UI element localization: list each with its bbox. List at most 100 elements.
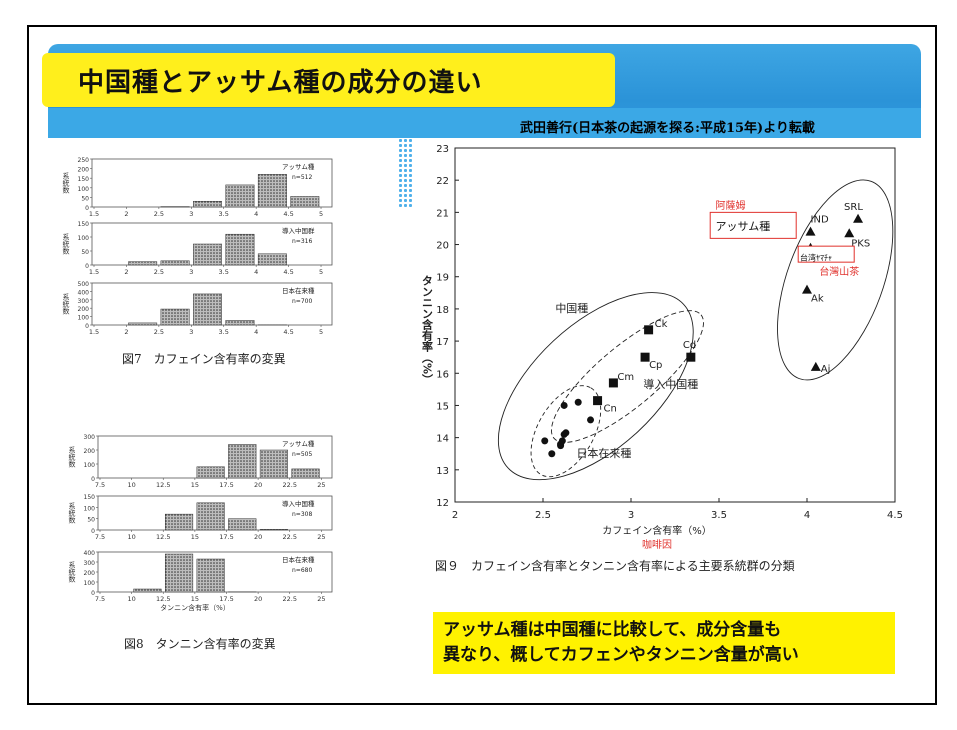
hist-n: n=700	[292, 298, 312, 305]
y-tick-label: 17	[436, 337, 449, 348]
hist-n: n=505	[292, 451, 312, 458]
hist-x-tick: 15	[191, 595, 199, 603]
hist-bar	[228, 444, 257, 479]
point-label: Cd	[683, 340, 696, 351]
hist-y-tick: 100	[78, 186, 90, 193]
hist-bar	[225, 320, 255, 326]
hist-y-tick: 150	[78, 221, 90, 228]
slide-title: 中国種とアッサム種の成分の違い	[78, 67, 483, 98]
hist-bar	[291, 468, 320, 479]
y-tick-label: 19	[436, 273, 449, 284]
hist-bar	[196, 466, 225, 479]
ellipse-introduced-group	[551, 310, 704, 443]
hist-bar	[193, 243, 222, 266]
annotation-taiwan-cn: 台灣山茶	[819, 265, 859, 278]
point-label: Ck	[655, 319, 668, 330]
hist-x-tick: 3.5	[219, 210, 229, 218]
hist-x-tick: 7.5	[95, 595, 105, 603]
hist-x-tick: 2	[124, 210, 128, 218]
hist-bar	[225, 184, 255, 208]
hist-x-tick: 17.5	[219, 533, 233, 541]
hist-group-name: 導入中国種	[282, 499, 315, 508]
hist-x-tick: 25	[317, 481, 325, 489]
y-tick-label: 20	[436, 241, 449, 252]
hist-x-tick: 10	[127, 533, 135, 541]
x-tick-label: 3.5	[711, 510, 727, 521]
hist-y-tick: 200	[78, 306, 90, 313]
hist-bar	[257, 174, 287, 208]
marker-japan-native	[548, 450, 556, 458]
marker-japan-native	[562, 429, 570, 437]
y-tick-label: 14	[436, 434, 449, 445]
hist-bar	[160, 260, 190, 266]
hist-y-tick: 500	[78, 281, 90, 288]
hist-x-tick: 3	[189, 328, 193, 336]
hist-x-tick: 3.5	[219, 328, 229, 336]
y-axis-label: タンニン含有率（%）	[421, 275, 435, 385]
hist-bar	[259, 449, 288, 479]
hist-y-tick: 300	[84, 560, 96, 567]
hist-n: n=512	[292, 174, 312, 181]
hist-x-tick: 1.5	[89, 268, 99, 276]
hist-bar	[133, 588, 162, 593]
y-axis-annotation: 茶多酚	[417, 275, 418, 309]
hist-y-tick: 0	[85, 323, 89, 330]
hist-y-tick: 100	[84, 462, 96, 469]
hist-group-name: アッサム種	[282, 163, 315, 171]
point-label: PKS	[851, 238, 870, 249]
hist-x-label: タンニン含有率（%）	[160, 603, 230, 612]
hist-y-tick: 200	[84, 448, 96, 455]
x-tick-label: 4.5	[887, 510, 903, 521]
hist-x-tick: 12.5	[156, 481, 170, 489]
hist-x-tick: 5	[319, 268, 323, 276]
hist-y-tick: 300	[84, 434, 96, 441]
hist-n: n=308	[292, 511, 312, 518]
hist-x-tick: 17.5	[219, 595, 233, 603]
hist-bar	[225, 233, 255, 266]
hist-x-tick: 5	[319, 328, 323, 336]
hist-y-tick: 0	[85, 263, 89, 270]
marker-assam	[844, 228, 855, 238]
summary-callout: アッサム種は中国種に比較して、成分含量も 異なり、概してカフェンやタンニン含量が…	[433, 612, 895, 674]
hist-x-tick: 5	[319, 210, 323, 218]
y-tick-label: 18	[436, 305, 449, 316]
figure-9-svg: 12 13 14 15 16 17 18 19 20 21 22 23 2 2.5 3 3.5 4 4.5 カフェイ…	[405, 144, 903, 573]
group-label-introduced: 導入中国種	[643, 377, 698, 391]
title-box: 中国種とアッサム種の成分の違い	[42, 53, 615, 107]
hist-y-tick: 100	[78, 235, 90, 242]
hist-bar	[259, 529, 288, 531]
hist-x-tick: 4	[254, 268, 258, 276]
annotation-assam-cn: 阿薩姆	[715, 199, 745, 212]
marker-assam	[805, 226, 816, 236]
y-tick-label: 16	[436, 369, 449, 380]
hist-bar	[290, 196, 320, 208]
hist-x-tick: 10	[127, 481, 135, 489]
annotation-assam-box	[709, 211, 797, 239]
hist-x-tick: 3	[189, 268, 193, 276]
header-band-lower	[48, 108, 921, 138]
hist-bar	[164, 513, 194, 531]
callout-line-2: 異なり、概してカフェンやタンニン含量が高い	[443, 645, 799, 665]
hist-x-tick: 20	[254, 481, 262, 489]
point-label: Cn	[604, 404, 617, 415]
hist-y-tick: 100	[84, 505, 96, 512]
hist-y-tick: 400	[78, 289, 90, 296]
hist-x-tick: 4.5	[283, 210, 293, 218]
marker-japan-native	[558, 437, 566, 445]
callout-line-1: アッサム種は中国種に比較して、成分含量も	[443, 620, 782, 640]
annotation-taiwan-label: 台湾ﾔﾏﾁｬ	[800, 253, 832, 263]
hist-x-tick: 2.5	[154, 210, 164, 218]
source-credit: 武田善行(日本茶の起源を探る:平成15年)より転載	[520, 121, 815, 136]
y-tick-label: 13	[436, 466, 449, 477]
group-label-china: 中国種	[555, 301, 588, 315]
marker-china	[644, 325, 654, 335]
hist-x-tick: 15	[191, 533, 199, 541]
hist-bar	[193, 200, 222, 208]
point-label: IND	[811, 215, 829, 226]
hist-y-tick: 400	[84, 550, 96, 557]
y-tick-label: 15	[436, 401, 449, 412]
point-label: Cm	[617, 372, 634, 383]
point-label: Cp	[649, 360, 662, 371]
